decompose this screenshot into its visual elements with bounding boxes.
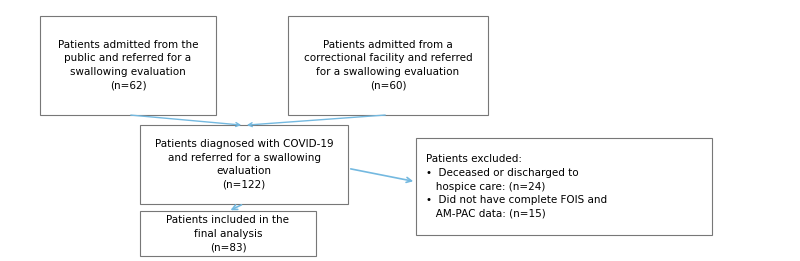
FancyBboxPatch shape — [416, 138, 712, 235]
Text: Patients excluded:
•  Deceased or discharged to
   hospice care: (n=24)
•  Did n: Patients excluded: • Deceased or dischar… — [426, 155, 607, 219]
Text: Patients admitted from the
public and referred for a
swallowing evaluation
(n=62: Patients admitted from the public and re… — [58, 40, 198, 91]
Text: Patients included in the
final analysis
(n=83): Patients included in the final analysis … — [166, 215, 290, 252]
Text: Patients diagnosed with COVID-19
and referred for a swallowing
evaluation
(n=122: Patients diagnosed with COVID-19 and ref… — [154, 139, 334, 190]
FancyBboxPatch shape — [288, 16, 488, 115]
FancyBboxPatch shape — [140, 125, 348, 204]
FancyBboxPatch shape — [40, 16, 216, 115]
FancyBboxPatch shape — [140, 211, 316, 256]
Text: Patients admitted from a
correctional facility and referred
for a swallowing eva: Patients admitted from a correctional fa… — [304, 40, 472, 91]
